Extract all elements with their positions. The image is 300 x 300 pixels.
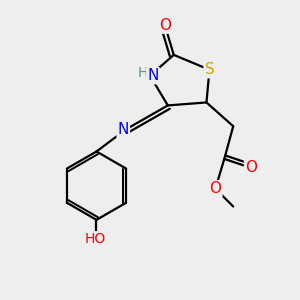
- Text: N: N: [118, 122, 129, 137]
- Text: N: N: [147, 68, 159, 83]
- Text: HO: HO: [84, 232, 106, 246]
- Text: S: S: [205, 62, 214, 77]
- Text: O: O: [159, 18, 171, 33]
- Text: H: H: [137, 66, 148, 80]
- Text: O: O: [245, 160, 257, 175]
- Text: O: O: [209, 181, 221, 196]
